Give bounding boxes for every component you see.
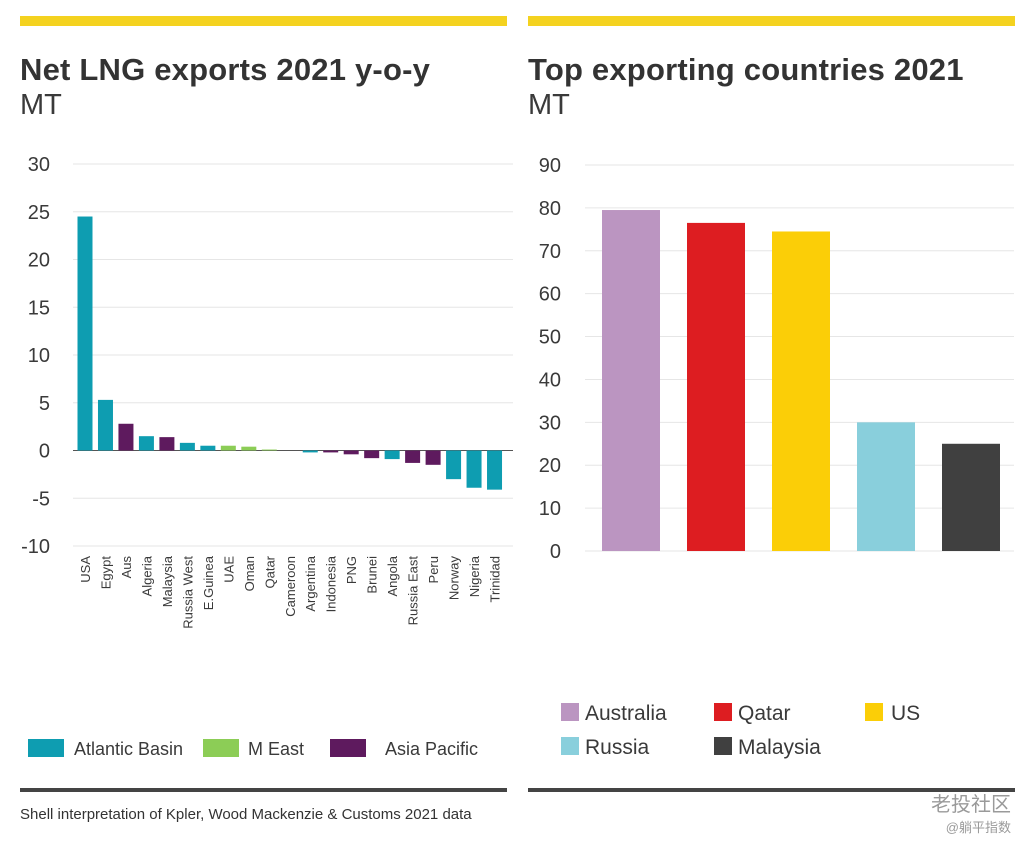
watermark-line2: @躺平指数 <box>945 820 1011 835</box>
x-label-russia-west: Russia West <box>180 556 195 629</box>
left-y-tick-label: 5 <box>39 393 50 415</box>
x-label-trinidad: Trinidad <box>488 556 503 602</box>
source-note: Shell interpretation of Kpler, Wood Mack… <box>20 806 472 823</box>
right-y-tick-label: 20 <box>539 455 561 477</box>
x-label-oman: Oman <box>242 556 257 591</box>
legend-label-asia-pacific: Asia Pacific <box>385 739 478 759</box>
bar-trinidad <box>487 450 503 490</box>
left-bottom-bar <box>20 788 507 792</box>
bar-argentina <box>302 450 318 453</box>
watermark-line1: 老投社区 <box>931 794 1011 816</box>
x-label-qatar: Qatar <box>262 555 277 588</box>
left-y-tick-label: 10 <box>28 345 50 367</box>
left-y-tick-label: -10 <box>21 536 50 558</box>
legend-label-atlantic-basin: Atlantic Basin <box>74 739 183 759</box>
x-label-nigeria: Nigeria <box>467 555 482 597</box>
bar-australia <box>602 210 660 552</box>
left-y-tick-label: 15 <box>28 297 50 319</box>
left-y-tick-label: 25 <box>28 202 50 224</box>
bar-algeria <box>138 436 154 451</box>
legend-label-russia: Russia <box>585 736 650 759</box>
right-y-tick-label: 90 <box>539 155 561 177</box>
bar-malaysia <box>942 443 1000 551</box>
right-chart-unit: MT <box>528 89 570 121</box>
bar-russia-east <box>405 450 421 463</box>
bar-qatar <box>261 449 277 451</box>
right-bottom-bar <box>528 788 1015 792</box>
bar-oman <box>241 446 257 451</box>
watermark: 老投社区 @躺平指数 <box>931 788 1011 836</box>
legend-swatch-qatar <box>714 703 732 721</box>
x-label-norway: Norway <box>447 556 462 601</box>
legend-swatch-us <box>865 703 883 721</box>
right-y-tick-label: 70 <box>539 241 561 263</box>
bar-png <box>343 450 359 455</box>
x-label-brunei: Brunei <box>365 556 380 594</box>
bar-peru <box>425 450 441 465</box>
right-y-tick-label: 60 <box>539 284 561 306</box>
bar-russia-west <box>179 442 195 451</box>
bar-indonesia <box>323 450 339 453</box>
left-chart-title: Net LNG exports 2021 y-o-y <box>20 52 431 87</box>
x-label-malaysia: Malaysia <box>160 555 175 607</box>
legend-swatch-atlantic-basin <box>28 739 64 757</box>
x-label-angola: Angola <box>385 555 400 596</box>
x-label-uae: UAE <box>221 556 236 583</box>
legend-label-australia: Australia <box>585 702 667 725</box>
x-label-egypt: Egypt <box>98 556 113 590</box>
right-y-tick-label: 0 <box>550 541 561 563</box>
legend-label-m-east: M East <box>248 739 304 759</box>
legend-label-us: US <box>891 702 920 725</box>
right-y-tick-label: 30 <box>539 412 561 434</box>
bar-brunei <box>364 450 380 459</box>
bar-angola <box>384 450 400 460</box>
x-label-cameroon: Cameroon <box>283 556 298 617</box>
legend-label-malaysia: Malaysia <box>738 736 821 759</box>
bar-us <box>772 231 830 551</box>
legend-swatch-m-east <box>203 739 239 757</box>
legend-label-qatar: Qatar <box>738 702 791 725</box>
legend-swatch-australia <box>561 703 579 721</box>
legend-swatch-russia <box>561 737 579 755</box>
x-label-algeria: Algeria <box>139 555 154 596</box>
bar-uae <box>220 445 236 451</box>
left-y-tick-label: 30 <box>28 154 50 176</box>
bar-nigeria <box>466 450 482 488</box>
bar-aus <box>118 423 134 451</box>
left-chart-unit: MT <box>20 89 62 121</box>
x-label-aus: Aus <box>119 556 134 579</box>
right-chart-title: Top exporting countries 2021 <box>528 52 964 87</box>
right-top-bar <box>528 16 1015 26</box>
x-label-argentina: Argentina <box>303 555 318 611</box>
left-top-bar <box>20 16 507 26</box>
right-y-tick-label: 40 <box>539 369 561 391</box>
bar-malaysia <box>159 437 175 451</box>
x-label-russia-east: Russia East <box>406 556 421 626</box>
bar-russia <box>857 422 915 551</box>
legend-swatch-asia-pacific <box>330 739 366 757</box>
x-label-png: PNG <box>344 556 359 584</box>
right-y-tick-label: 50 <box>539 327 561 349</box>
x-label-indonesia: Indonesia <box>324 555 339 612</box>
left-y-tick-label: 0 <box>39 441 50 463</box>
bar-egypt <box>97 399 113 451</box>
legend-swatch-malaysia <box>714 737 732 755</box>
x-label-usa: USA <box>78 556 93 583</box>
x-label-e-guinea: E.Guinea <box>201 555 216 610</box>
bar-usa <box>77 216 93 451</box>
x-label-peru: Peru <box>426 556 441 583</box>
bar-e-guinea <box>200 445 216 451</box>
bar-norway <box>446 450 462 480</box>
right-y-tick-label: 10 <box>539 498 561 520</box>
left-y-tick-label: -5 <box>32 488 50 510</box>
right-y-tick-label: 80 <box>539 198 561 220</box>
left-y-tick-label: 20 <box>28 250 50 272</box>
bar-qatar <box>687 222 745 551</box>
